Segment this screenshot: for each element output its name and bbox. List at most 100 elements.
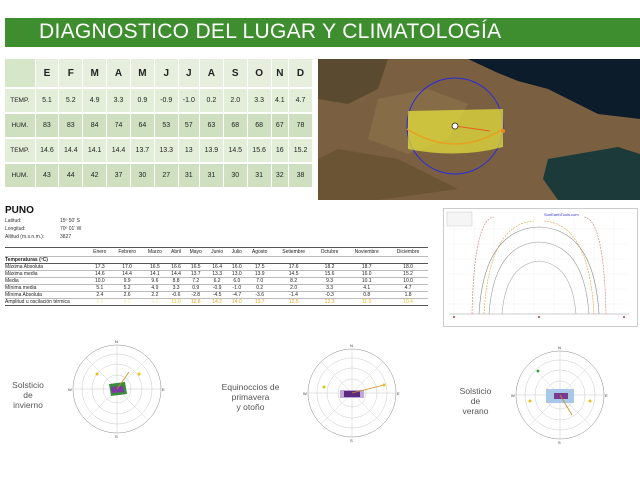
table-cell: 9.9: [111, 277, 143, 285]
section-row: Temperaturas (ºC): [5, 256, 428, 264]
table-cell: 2.4: [88, 291, 112, 299]
winter-solstice-diagram: N S E W: [68, 339, 165, 439]
table-cell: 14.2: [206, 298, 228, 306]
table-cell: 38: [288, 163, 313, 189]
table-cell: 9.6: [142, 277, 168, 285]
table-cell: -0.6: [167, 291, 185, 299]
monthly-climate-table: E F M A M J J A S O N D TEMP. 5.1 5.2 4.…: [5, 59, 313, 189]
month-header: M: [130, 59, 155, 89]
table-cell: 37: [106, 163, 131, 189]
table-row: Mínima media 5.1 5.2 4.9 3.3 0.9 -0.9 -1…: [5, 284, 428, 292]
table-cell: 83: [58, 113, 84, 139]
empty-header: [5, 247, 88, 257]
table-cell: 43: [35, 163, 60, 189]
table-row: HUM. 43 44 42 37 30 27 31 31 30 31 32 38: [5, 163, 313, 189]
table-cell: 6.2: [206, 277, 228, 285]
month-header: Diciembre: [388, 247, 428, 257]
row-label: TEMP.: [5, 138, 36, 164]
table-cell: 14.5: [273, 270, 314, 278]
table-cell: 17.6: [273, 263, 314, 271]
row-label: Mínima media: [5, 284, 88, 292]
website-label: SunEarthTools.com: [544, 212, 579, 217]
table-cell: 30: [223, 163, 248, 189]
month-header: Enero: [88, 247, 112, 257]
table-cell: 4.1: [271, 88, 290, 114]
table-cell: -1.0: [227, 284, 246, 292]
table-cell: 83: [35, 113, 60, 139]
north-label: N: [115, 339, 118, 344]
table-cell: 31: [247, 163, 272, 189]
table-cell: 12.5: [273, 298, 314, 306]
table-cell: 84: [82, 113, 108, 139]
table-cell: -3.6: [245, 291, 274, 299]
table-cell: 14.0: [227, 298, 246, 306]
table-cell: 68: [223, 113, 248, 139]
table-cell: 16: [271, 138, 290, 164]
table-cell: 14.6: [88, 270, 112, 278]
month-header: Agosto: [245, 247, 274, 257]
sun-path-chart: SunEarthTools.com: [443, 208, 638, 327]
table-cell: 42: [82, 163, 108, 189]
south-label: S: [115, 434, 118, 439]
table-cell: 30: [130, 163, 155, 189]
row-label: HUM.: [5, 113, 36, 139]
month-header: Junio: [206, 247, 228, 257]
table-cell: 17.5: [245, 263, 274, 271]
equinox-diagram: N S E W: [303, 343, 400, 443]
table-cell: 8.8: [167, 277, 185, 285]
table-cell: 3.3: [247, 88, 272, 114]
table-cell: 10.4: [388, 298, 428, 306]
west-label: W: [68, 387, 72, 392]
sun-path-graph: SunEarthTools.com: [446, 211, 629, 318]
month-header: Mayo: [184, 247, 207, 257]
month-header: Marzo: [142, 247, 168, 257]
table-cell: 13.7: [184, 270, 207, 278]
row-label: TEMP.: [5, 88, 36, 114]
table-row: Media 10.0 9.9 9.6 8.8 7.2 6.2 6.0 7.0 8…: [5, 277, 428, 285]
climate-detail-table: Enero Febrero Marzo Abril Mayo Junio Jul…: [5, 247, 428, 306]
table-cell: 16.0: [345, 270, 389, 278]
table-cell: 9.2: [142, 298, 168, 306]
table-cell: 5.2: [58, 88, 84, 114]
month-header: E: [35, 59, 60, 89]
table-cell: 0.8: [345, 291, 389, 299]
table-cell: 17.3: [88, 263, 112, 271]
table-cell: 0.2: [199, 88, 224, 114]
summer-solstice-diagram: N S E W: [511, 345, 608, 445]
table-cell: 57: [178, 113, 200, 139]
table-cell: 15.2: [288, 138, 313, 164]
table-cell: -4.7: [227, 291, 246, 299]
north-label: N: [350, 343, 353, 348]
table-cell: 14.4: [111, 270, 143, 278]
table-cell: 7.2: [184, 277, 207, 285]
month-header: Octubre: [313, 247, 346, 257]
table-cell: 14.5: [223, 138, 248, 164]
table-cell: 0.9: [130, 88, 155, 114]
month-header: S: [223, 59, 248, 89]
table-cell: 16.6: [167, 263, 185, 271]
table-row: Amplitud u oscilación térmica 9.5 9.2 9.…: [5, 298, 428, 306]
title-bar: DIAGNOSTICO DEL LUGAR Y CLIMATOLOGÍA: [5, 18, 640, 47]
table-cell: -0.9: [206, 284, 228, 292]
table-cell: 16.4: [206, 263, 228, 271]
table-cell: 2.0: [273, 284, 314, 292]
table-cell: -0.3: [313, 291, 346, 299]
table-cell: 9.5: [88, 298, 112, 306]
table-cell: 15.2: [388, 270, 428, 278]
table-cell: 13.3: [206, 270, 228, 278]
section-title: Temperaturas (ºC): [5, 256, 428, 264]
table-cell: 10.0: [388, 277, 428, 285]
table-cell: 10.1: [345, 277, 389, 285]
table-row: Máxima Absoluta 17.3 17.0 16.5 16.6 16.5…: [5, 263, 428, 271]
table-cell: 10.0: [88, 277, 112, 285]
table-cell: 16.5: [184, 263, 207, 271]
table-cell: 4.7: [288, 88, 313, 114]
month-header: Setiembre: [273, 247, 314, 257]
table-cell: 12.3: [313, 298, 346, 306]
table-cell: 3.3: [313, 284, 346, 292]
table-cell: 0.9: [184, 284, 207, 292]
table-cell: 2.2: [142, 291, 168, 299]
table-cell: 4.7: [388, 284, 428, 292]
table-row: HUM. 83 83 84 74 64 53 57 63 68 68 67 78: [5, 113, 313, 139]
east-label: E: [397, 391, 400, 396]
